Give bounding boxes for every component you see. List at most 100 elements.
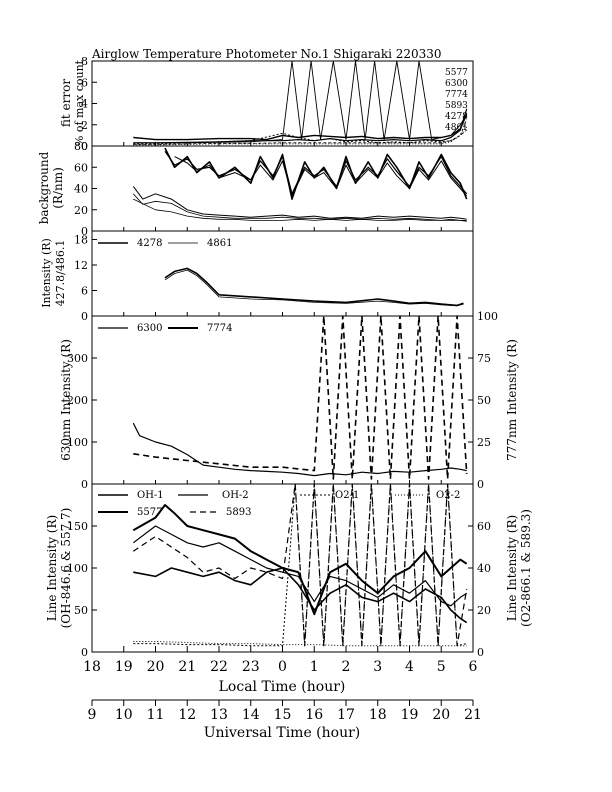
series-line-o2-2 bbox=[133, 641, 467, 647]
legend-7774: 7774 bbox=[207, 323, 232, 334]
ytick-label: 40 bbox=[74, 183, 88, 196]
local-time-tick-label: 6 bbox=[469, 659, 478, 675]
blue-lines-ylabel-2: 427.8/486.1 bbox=[54, 240, 67, 307]
ytick-right-label: 50 bbox=[477, 394, 491, 407]
series-line-7774 bbox=[133, 315, 468, 480]
red-nir-panel: 630nm Intensity (R) 777nm Intensity (R) … bbox=[59, 310, 519, 491]
o2-ylabel-1: Line Intensity (R) bbox=[505, 515, 519, 621]
ytick-label: 0 bbox=[81, 478, 88, 491]
nir-yticks: 0 25 50 75 100 bbox=[468, 310, 498, 491]
ytick-label: 18 bbox=[74, 234, 88, 247]
ytick-right-label: 0 bbox=[477, 646, 484, 659]
ytick-label: 50 bbox=[74, 604, 88, 617]
background-ylabel-2: (R/nm) bbox=[51, 167, 65, 209]
ytick-right-label: 25 bbox=[477, 436, 491, 449]
ytick-right-label: 60 bbox=[477, 520, 491, 533]
local-time-axis: 18 19 20 21 22 23 0 1 2 3 4 5 6 Local Time (hour) bbox=[83, 142, 478, 695]
ytick-label: 12 bbox=[74, 259, 88, 272]
ytick-label: 0 bbox=[81, 140, 88, 153]
channel-label-5577: 5577 bbox=[445, 68, 468, 78]
local-time-tick-label: 19 bbox=[115, 659, 133, 675]
ytick-label: 6 bbox=[81, 76, 88, 89]
background-yticks: 0 20 40 60 80 bbox=[74, 140, 97, 238]
series-line-1-2 bbox=[133, 198, 467, 222]
ytick-right-label: 75 bbox=[477, 352, 491, 365]
ytick-label: 0 bbox=[81, 646, 88, 659]
series-line-4861 bbox=[164, 269, 464, 307]
line-intensity-legend: OH-1 OH-2 O2-1 O2-2 5577 5893 bbox=[98, 490, 460, 518]
chart-title: Airglow Temperature Photometer No.1 Shig… bbox=[91, 47, 442, 61]
universal-time-tick-label: 11 bbox=[147, 707, 165, 723]
line-intensity-panel: Line Intensity (R) (OH-846.6 & 557.7) Li… bbox=[45, 483, 533, 659]
universal-time-tick-label: 21 bbox=[464, 707, 482, 723]
legend-4278: 4278 bbox=[137, 238, 162, 249]
channel-label-4861: 4861 bbox=[445, 123, 468, 133]
fit-error-ylabel-2: % of max count bbox=[73, 59, 86, 146]
ytick-label: 100 bbox=[67, 562, 88, 575]
series-line-5577 bbox=[133, 108, 468, 144]
local-time-label: Local Time (hour) bbox=[219, 679, 346, 695]
channel-label-6300: 6300 bbox=[445, 79, 468, 89]
local-time-ticks: 18 19 20 21 22 23 0 1 2 3 4 5 6 bbox=[83, 142, 478, 675]
series-line-4278 bbox=[164, 267, 464, 307]
ytick-label: 60 bbox=[74, 161, 88, 174]
legend-o21: O2-1 bbox=[335, 490, 359, 501]
oh-yticks: 0 50 100 150 bbox=[67, 520, 97, 659]
local-time-tick-label: 5 bbox=[437, 659, 446, 675]
o2-yticks: 0 20 40 60 bbox=[468, 520, 491, 659]
series-line-oh-1 bbox=[133, 567, 468, 624]
fit-error-channel-labels: 5577 6300 7774 5893 4278 4861 bbox=[445, 68, 468, 133]
universal-time-tick-label: 10 bbox=[115, 707, 133, 723]
legend-o22: O2-2 bbox=[436, 490, 460, 501]
fit-error-ylabel-1: fit error bbox=[59, 79, 73, 127]
series-line-5893 bbox=[132, 483, 468, 647]
blue-lines-panel: Intensity (R) 427.8/486.1 0 6 12 18 4278 48… bbox=[40, 230, 474, 323]
channel-label-7774: 7774 bbox=[445, 90, 468, 100]
legend-oh2: OH-2 bbox=[222, 490, 249, 501]
series-line-1-5 bbox=[174, 156, 468, 197]
universal-time-tick-label: 14 bbox=[242, 707, 260, 723]
universal-time-tick-label: 9 bbox=[88, 707, 97, 723]
red-yticks: 0 100 200 300 bbox=[67, 352, 97, 491]
background-series bbox=[132, 147, 468, 222]
universal-time-tick-label: 18 bbox=[369, 707, 387, 723]
red-nir-series bbox=[132, 315, 468, 480]
universal-time-tick-label: 16 bbox=[305, 707, 323, 723]
series-line-1-0 bbox=[132, 186, 467, 220]
local-time-tick-label: 2 bbox=[342, 659, 351, 675]
blue-lines-series bbox=[164, 267, 464, 307]
legend-oh1: OH-1 bbox=[137, 490, 164, 501]
series-line-5577 bbox=[132, 504, 468, 616]
ytick-label: 2 bbox=[81, 119, 88, 132]
fit-error-panel: fit error % of max count 0 2 4 6 8 5577 6300… bbox=[59, 55, 474, 153]
series-line-7774 bbox=[133, 113, 468, 141]
local-time-tick-label: 3 bbox=[373, 659, 382, 675]
oh-ylabel-1: Line Intensity (R) bbox=[45, 515, 59, 621]
local-time-tick-label: 20 bbox=[147, 659, 165, 675]
ytick-label: 300 bbox=[67, 352, 88, 365]
line-intensity-series bbox=[132, 483, 468, 647]
ytick-label: 100 bbox=[67, 436, 88, 449]
ytick-label: 8 bbox=[81, 55, 88, 68]
universal-time-tick-label: 15 bbox=[274, 707, 292, 723]
ytick-right-label: 100 bbox=[477, 310, 498, 323]
local-time-tick-label: 0 bbox=[278, 659, 287, 675]
blue-lines-yticks: 0 6 12 18 bbox=[74, 234, 97, 323]
ytick-right-label: 40 bbox=[477, 562, 491, 575]
ytick-label: 4 bbox=[81, 98, 88, 111]
universal-time-tick-label: 17 bbox=[337, 707, 355, 723]
universal-time-tick-label: 20 bbox=[432, 707, 450, 723]
channel-label-5893: 5893 bbox=[445, 101, 468, 111]
legend-5577: 5577 bbox=[137, 507, 162, 518]
ytick-right-label: 20 bbox=[477, 604, 491, 617]
ytick-label: 20 bbox=[74, 204, 88, 217]
channel-label-4278: 4278 bbox=[445, 112, 468, 122]
universal-time-tick-label: 13 bbox=[210, 707, 228, 723]
universal-time-axis: 9 10 11 12 13 14 15 16 17 18 19 20 21 Universal Time… bbox=[88, 699, 482, 741]
ytick-label: 0 bbox=[81, 225, 88, 238]
series-line-5893 bbox=[133, 119, 468, 145]
series-line-6300 bbox=[132, 422, 467, 477]
ytick-label: 150 bbox=[67, 520, 88, 533]
oh-ylabel-2: (OH-846.6 & 557.7) bbox=[59, 508, 73, 629]
